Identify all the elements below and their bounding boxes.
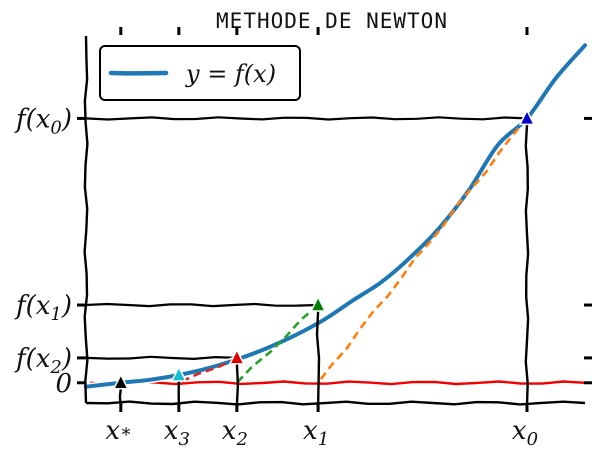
zero-line	[89, 380, 586, 386]
y-tick-label: f(x2)	[14, 344, 72, 378]
bottom-spine	[85, 400, 586, 406]
tangent-line-x0	[317, 117, 528, 384]
zero-line-layer	[89, 380, 586, 386]
x-tick-label: x2	[222, 416, 248, 450]
chart-title: METHODE DE NEWTON	[216, 9, 448, 33]
iteration-line-x0	[524, 124, 530, 406]
iteration-line-x1	[315, 310, 321, 406]
level-lines	[85, 116, 528, 361]
iteration-lines	[118, 124, 530, 406]
y-tick-label: f(x0)	[14, 104, 72, 138]
tick-layer: f(x0) f(x1) f(x2)0 x∗ x3 x2 x1 x0	[14, 27, 592, 450]
left-spine	[83, 35, 89, 404]
y-tick-label: f(x1)	[14, 291, 72, 325]
level-line	[85, 302, 319, 308]
legend-label: y = f(x)	[185, 60, 276, 88]
legend: y = f(x)	[99, 45, 301, 101]
legend-box	[99, 45, 301, 101]
level-line	[85, 116, 528, 121]
tangent-line-x1	[235, 304, 319, 384]
marker-layer	[112, 108, 536, 390]
x-tick-label: x3	[164, 416, 190, 450]
marker-x2	[228, 348, 246, 365]
plot-frame	[83, 35, 586, 406]
tangent-line-x2	[178, 356, 238, 384]
x-tick-label: x∗	[105, 416, 132, 446]
x-tick-label: x1	[303, 416, 329, 450]
level-line	[85, 355, 237, 361]
marker-x1	[309, 295, 327, 312]
y-tick-label: 0	[55, 369, 72, 399]
marker-root	[112, 373, 130, 390]
iteration-line-x2	[235, 363, 240, 406]
x-tick-label: x0	[512, 416, 538, 450]
marker-x3	[170, 365, 188, 382]
tangent-layer	[178, 117, 528, 384]
marker-x0	[518, 108, 536, 126]
